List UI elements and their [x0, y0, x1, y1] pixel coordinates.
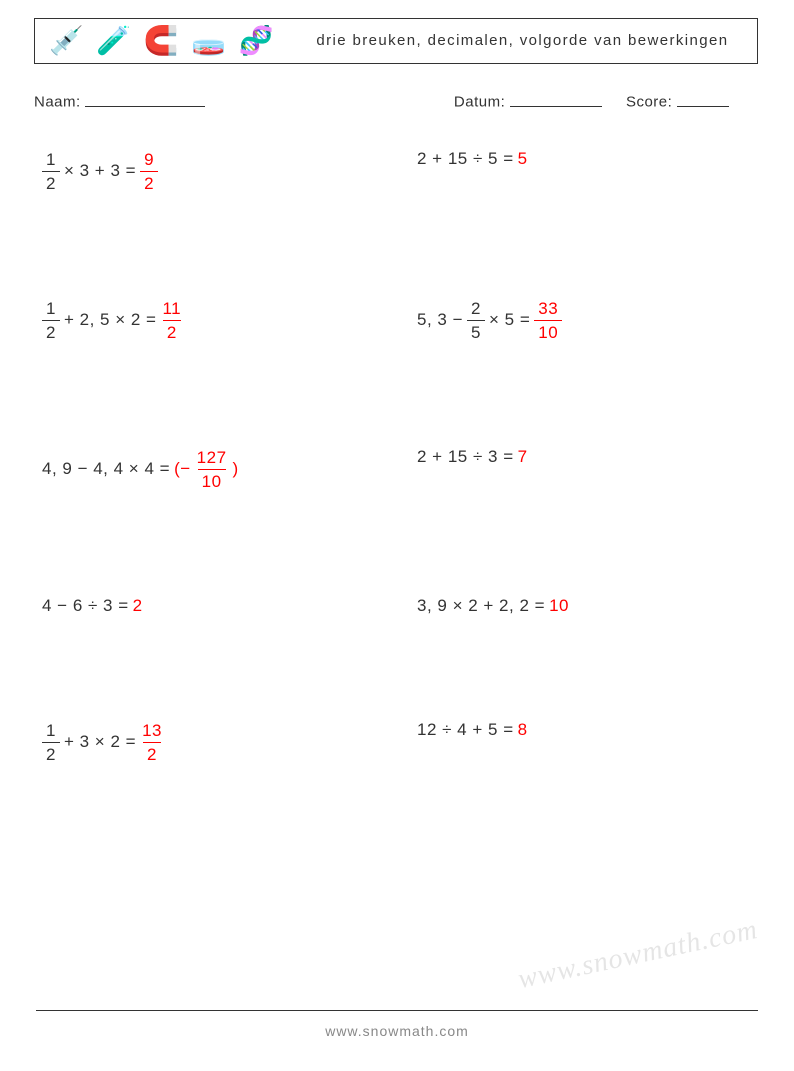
worksheet-header: 💉 🧪 🧲 🧫 🧬 drie breuken, decimalen, volgo…: [34, 18, 758, 64]
problem-cell: 4 − 6 ÷ 3 = 2: [36, 596, 397, 616]
answer: 92: [138, 149, 160, 194]
problem-cell: 12 + 2, 5 × 2 = 112: [36, 298, 397, 343]
footer-rule: [36, 1010, 758, 1011]
dropper-icon: 💉: [49, 27, 84, 55]
math-expression: 2 + 15 ÷ 3 = 7: [415, 447, 758, 467]
problem-row: 12 + 3 × 2 = 132 12 ÷ 4 + 5 = 8: [36, 720, 758, 765]
date-blank[interactable]: [510, 90, 602, 107]
problem-cell: 3, 9 × 2 + 2, 2 = 10: [397, 596, 758, 616]
math-text: × 5 =: [487, 310, 532, 330]
fraction: 12: [40, 149, 62, 194]
testtube-icon: 🧫: [191, 27, 226, 55]
problem-row: 4, 9 − 4, 4 × 4 = (−12710) 2 + 15 ÷ 3 = 7: [36, 447, 758, 492]
math-text: 4 − 6 ÷ 3 =: [40, 596, 131, 616]
math-expression: 5, 3 − 25 × 5 = 3310: [415, 298, 758, 343]
problem-row: 12 × 3 + 3 = 92 2 + 15 ÷ 5 = 5: [36, 149, 758, 194]
math-expression: 2 + 15 ÷ 5 = 5: [415, 149, 758, 169]
meta-name: Naam:: [34, 90, 454, 111]
math-text: + 2, 5 × 2 =: [62, 310, 159, 330]
answer: 7: [516, 447, 530, 467]
problem-cell: 12 × 3 + 3 = 92: [36, 149, 397, 194]
problems-grid: 12 × 3 + 3 = 92 2 + 15 ÷ 5 = 5 12 + 2, 5 ×…: [36, 149, 758, 765]
answer: 8: [516, 720, 530, 740]
problem-cell: 12 ÷ 4 + 5 = 8: [397, 720, 758, 765]
magnet-icon: 🧲: [144, 27, 179, 55]
answer: (−12710): [172, 447, 241, 492]
fraction: 25: [465, 298, 487, 343]
math-expression: 12 + 2, 5 × 2 = 112: [40, 298, 389, 343]
answer: 112: [158, 298, 185, 343]
name-blank[interactable]: [85, 90, 205, 107]
problem-cell: 4, 9 − 4, 4 × 4 = (−12710): [36, 447, 397, 492]
score-label: Score:: [626, 94, 672, 111]
math-expression: 12 + 3 × 2 = 132: [40, 720, 389, 765]
mortar-icon: 🧪: [96, 27, 131, 55]
problem-cell: 5, 3 − 25 × 5 = 3310: [397, 298, 758, 343]
math-expression: 4, 9 − 4, 4 × 4 = (−12710): [40, 447, 389, 492]
problem-row: 12 + 2, 5 × 2 = 112 5, 3 − 25 × 5 = 3310: [36, 298, 758, 343]
math-text: 2 + 15 ÷ 5 =: [415, 149, 516, 169]
date-label: Datum:: [454, 94, 505, 111]
math-text: 5, 3 −: [415, 310, 465, 330]
problem-row: 4 − 6 ÷ 3 = 2 3, 9 × 2 + 2, 2 = 10: [36, 596, 758, 616]
math-text: 12 ÷ 4 + 5 =: [415, 720, 516, 740]
score-blank[interactable]: [677, 90, 729, 107]
answer: 2: [131, 596, 145, 616]
footer-url: www.snowmath.com: [0, 1023, 794, 1039]
math-text: × 3 + 3 =: [62, 161, 138, 181]
answer: 132: [138, 720, 166, 765]
fraction: 12: [40, 720, 62, 765]
problem-cell: 2 + 15 ÷ 3 = 7: [397, 447, 758, 492]
name-label: Naam:: [34, 94, 81, 111]
answer: 10: [547, 596, 571, 616]
worksheet-title: drie breuken, decimalen, volgorde van be…: [288, 19, 757, 63]
header-icons: 💉 🧪 🧲 🧫 🧬: [35, 19, 288, 63]
meta-score: Score:: [626, 90, 729, 111]
math-expression: 4 − 6 ÷ 3 = 2: [40, 596, 389, 616]
fraction: 12: [40, 298, 62, 343]
meta-date: Datum:: [454, 90, 602, 111]
math-expression: 12 ÷ 4 + 5 = 8: [415, 720, 758, 740]
math-text: 3, 9 × 2 + 2, 2 =: [415, 596, 547, 616]
dna-icon: 🧬: [239, 27, 274, 55]
problem-cell: 12 + 3 × 2 = 132: [36, 720, 397, 765]
answer: 3310: [532, 298, 564, 343]
watermark: www.snowmath.com: [515, 914, 760, 996]
problem-cell: 2 + 15 ÷ 5 = 5: [397, 149, 758, 194]
meta-row: Naam: Datum: Score:: [34, 90, 758, 111]
math-expression: 12 × 3 + 3 = 92: [40, 149, 389, 194]
math-text: + 3 × 2 =: [62, 732, 138, 752]
answer: 5: [516, 149, 530, 169]
math-text: 4, 9 − 4, 4 × 4 =: [40, 459, 172, 479]
math-expression: 3, 9 × 2 + 2, 2 = 10: [415, 596, 758, 616]
math-text: 2 + 15 ÷ 3 =: [415, 447, 516, 467]
